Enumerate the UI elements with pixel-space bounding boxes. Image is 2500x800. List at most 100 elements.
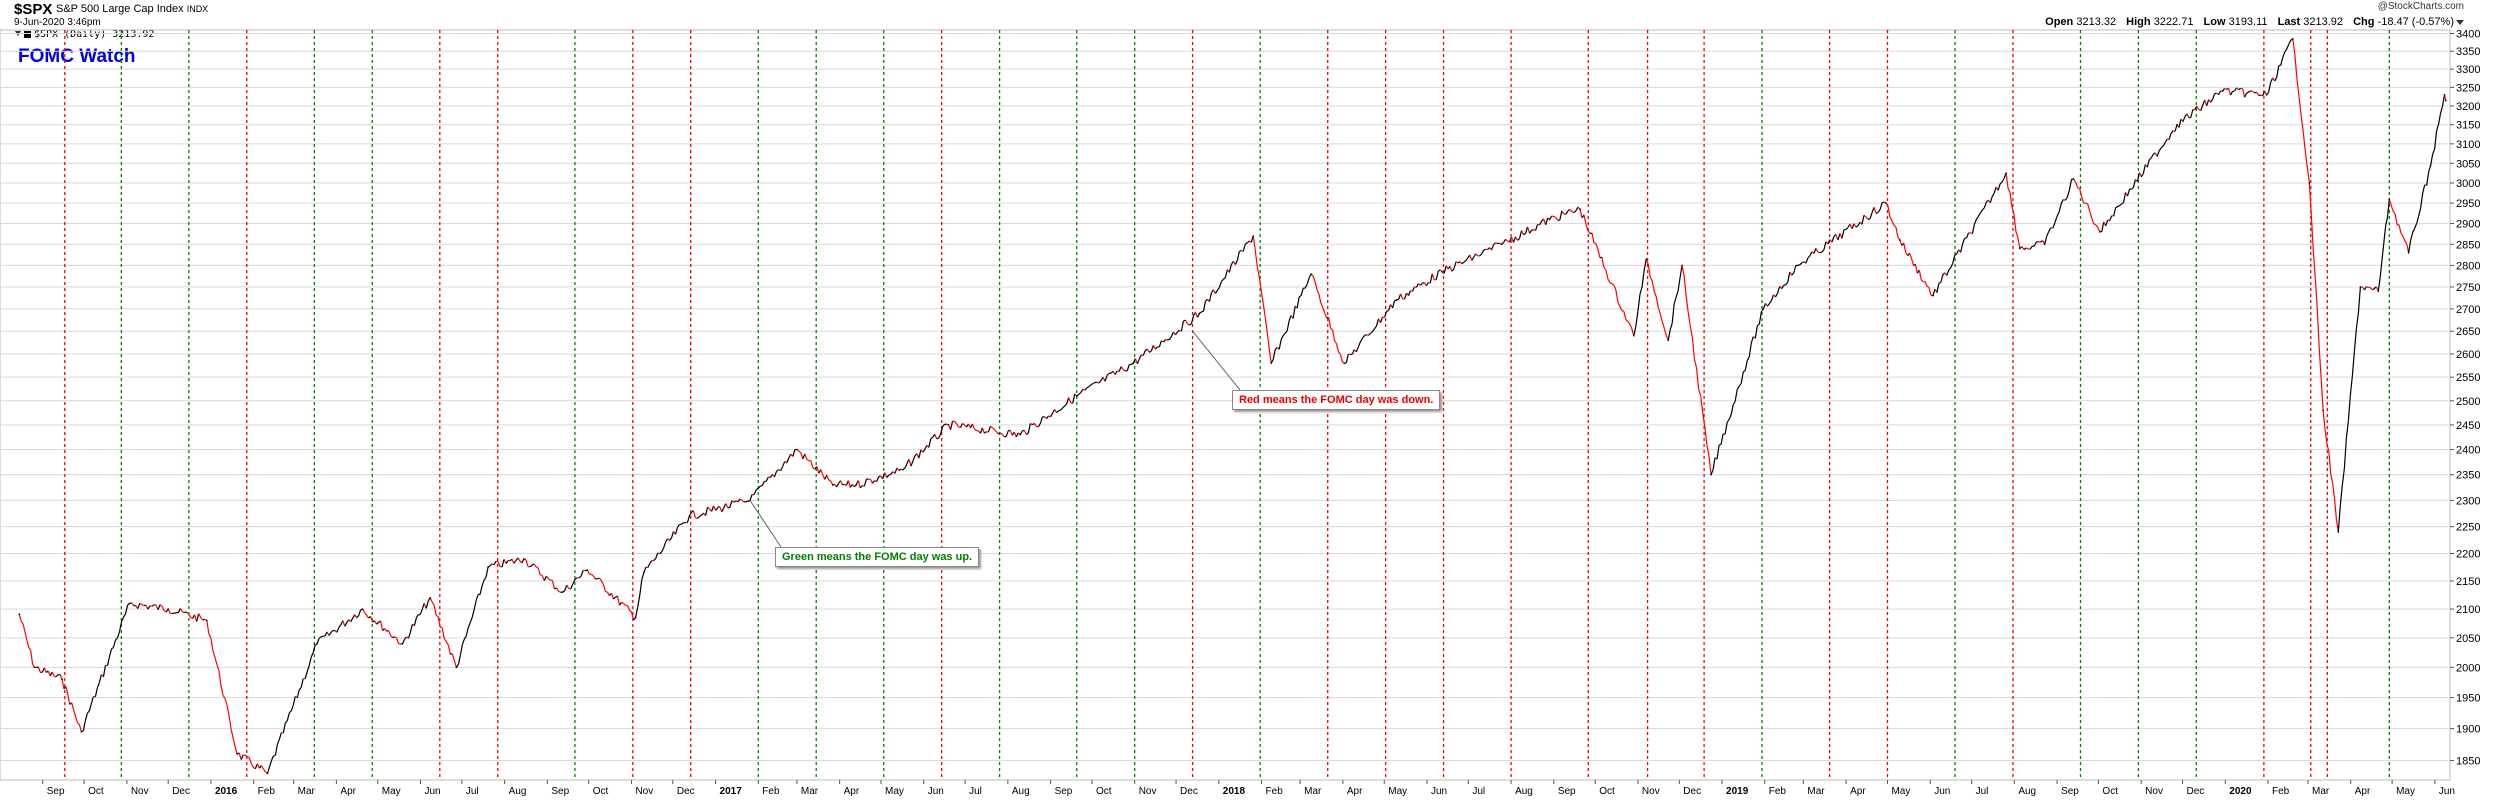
price-point	[1075, 395, 1078, 397]
x-tick-label: Sep	[551, 786, 569, 797]
price-segment	[1418, 283, 1421, 286]
price-segment	[1258, 276, 1262, 291]
price-segment	[531, 563, 535, 566]
price-segment	[1627, 320, 1631, 325]
price-segment	[1086, 386, 1090, 389]
price-segment	[2377, 277, 2381, 292]
price-segment	[1805, 257, 1809, 264]
price-point	[206, 619, 208, 622]
price-segment	[1266, 331, 1270, 349]
x-tick-label: Apr	[1347, 786, 1363, 797]
price-segment	[847, 480, 851, 488]
index-name: S&P 500 Large Cap Index	[56, 3, 184, 15]
price-segment	[737, 498, 741, 503]
price-segment	[1623, 311, 1627, 320]
price-segment	[2085, 202, 2088, 205]
price-segment	[659, 551, 663, 555]
price-segment	[1909, 252, 1913, 259]
price-segment	[590, 573, 594, 577]
x-tick-label: Oct	[1096, 786, 1112, 797]
price-segment	[2330, 474, 2334, 484]
price-segment	[137, 603, 141, 609]
price-segment	[930, 436, 934, 440]
price-segment	[1702, 412, 1706, 427]
low-label: Low	[2203, 16, 2226, 28]
price-segment	[731, 500, 735, 503]
chg-dropdown-icon[interactable]	[2456, 19, 2464, 25]
price-segment	[2355, 313, 2359, 329]
price-segment	[286, 712, 290, 721]
price-segment	[336, 627, 340, 633]
price-segment	[1661, 321, 1665, 329]
x-tick-label: Jun	[1934, 786, 1950, 797]
price-segment	[1867, 218, 1871, 220]
price-segment	[1324, 313, 1328, 318]
x-tick-label: Apr	[1850, 786, 1866, 797]
price-segment	[1537, 223, 1540, 226]
price-segment	[798, 450, 802, 454]
price-segment	[1561, 210, 1565, 215]
price-segment	[792, 449, 796, 457]
price-segment	[2298, 96, 2302, 116]
price-segment	[1469, 254, 1473, 261]
price-point	[316, 642, 318, 645]
price-segment	[2246, 91, 2249, 94]
price-point	[1198, 312, 1201, 315]
price-segment	[2434, 130, 2438, 150]
price-segment	[2278, 64, 2281, 67]
price-segment	[159, 604, 163, 607]
price-segment	[765, 476, 769, 482]
price-segment	[2322, 410, 2326, 430]
price-segment	[804, 453, 808, 460]
x-tick-label: Apr	[2355, 786, 2371, 797]
x-tick-label: Oct	[88, 786, 104, 797]
price-segment	[284, 720, 288, 724]
price-segment	[1683, 275, 1687, 297]
price-segment	[2410, 232, 2414, 241]
price-segment	[112, 639, 117, 648]
x-tick-label: Mar	[2312, 786, 2330, 797]
price-segment	[485, 567, 489, 578]
price-segment	[2005, 173, 2009, 189]
price-segment	[306, 665, 310, 672]
price-segment	[98, 674, 103, 683]
y-tick-label: 2750	[2456, 282, 2480, 294]
price-segment	[934, 433, 938, 440]
price-segment	[1510, 236, 1515, 243]
price-segment	[1296, 296, 1300, 309]
price-segment	[206, 620, 210, 634]
price-segment	[1726, 418, 1730, 423]
price-segment	[2009, 192, 2013, 207]
price-segment	[1145, 348, 1148, 351]
price-segment	[1214, 289, 1218, 294]
price-segment	[1201, 310, 1204, 313]
price-segment	[1189, 323, 1192, 326]
price-segment	[872, 480, 876, 484]
y-tick-label: 2550	[2456, 372, 2480, 384]
price-point	[2176, 123, 2178, 126]
y-tick-label: 2400	[2456, 445, 2480, 457]
price-segment	[1663, 328, 1667, 336]
price-segment	[719, 506, 723, 512]
price-segment	[2418, 207, 2422, 217]
x-tick-label: Jun	[2439, 786, 2455, 797]
price-segment	[990, 425, 993, 429]
price-segment	[1234, 260, 1238, 265]
price-segment	[1585, 224, 1589, 232]
price-point	[1645, 258, 1648, 260]
price-segment	[1152, 345, 1156, 350]
price-segment	[1518, 230, 1523, 239]
price-segment	[1567, 208, 1571, 212]
price-point	[455, 666, 458, 669]
price-segment	[2011, 206, 2015, 214]
price-point	[2221, 90, 2224, 92]
price-segment	[635, 607, 639, 618]
price-point	[266, 772, 269, 775]
price-segment	[116, 631, 121, 638]
x-tick-label: Dec	[172, 786, 190, 797]
price-segment	[1677, 277, 1681, 291]
y-tick-label: 2700	[2456, 304, 2480, 316]
green-annotation: Green means the FOMC day was up.	[775, 547, 980, 567]
price-segment	[26, 640, 30, 648]
